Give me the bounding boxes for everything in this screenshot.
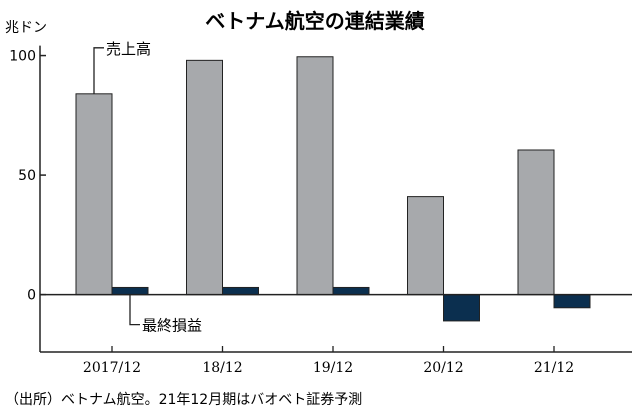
revenue-bar	[75, 93, 113, 296]
revenue-bar	[296, 56, 334, 296]
x-tick-label: 21/12	[534, 360, 574, 376]
bars	[75, 56, 591, 322]
revenue-annotation-label: 売上高	[106, 40, 151, 58]
net-income-annotation-leader	[129, 294, 140, 326]
x-tick-label: 20/12	[423, 360, 463, 376]
net-income-bar	[332, 286, 370, 296]
source-note: （出所）ベトナム航空。21年12月期はバオベト証券予測	[5, 392, 362, 408]
y-tick-label: 0	[27, 288, 36, 304]
revenue-bar	[186, 59, 223, 296]
x-tick-label: 19/12	[313, 360, 353, 376]
net-income-bar	[222, 286, 259, 296]
net-income-bar	[553, 294, 591, 309]
y-axis-ticks: 0 50 100	[9, 49, 46, 304]
y-tick-label: 50	[18, 168, 36, 184]
chart-title: ベトナム航空の連結業績	[205, 9, 424, 33]
x-tick-label: 18/12	[202, 360, 242, 376]
net-income-bar	[443, 294, 480, 322]
net-income-bar	[111, 286, 149, 296]
y-axis-unit-label: 兆ドン	[5, 20, 47, 36]
category-labels: 2017/12 18/12 19/12 20/12 21/12	[83, 346, 574, 376]
revenue-bar	[407, 196, 444, 296]
y-tick-label: 100	[9, 49, 36, 65]
revenue-annotation-leader	[93, 47, 104, 94]
x-tick-label: 2017/12	[83, 360, 141, 376]
revenue-bar	[517, 149, 555, 296]
net-income-annotation-label: 最終損益	[142, 317, 202, 335]
